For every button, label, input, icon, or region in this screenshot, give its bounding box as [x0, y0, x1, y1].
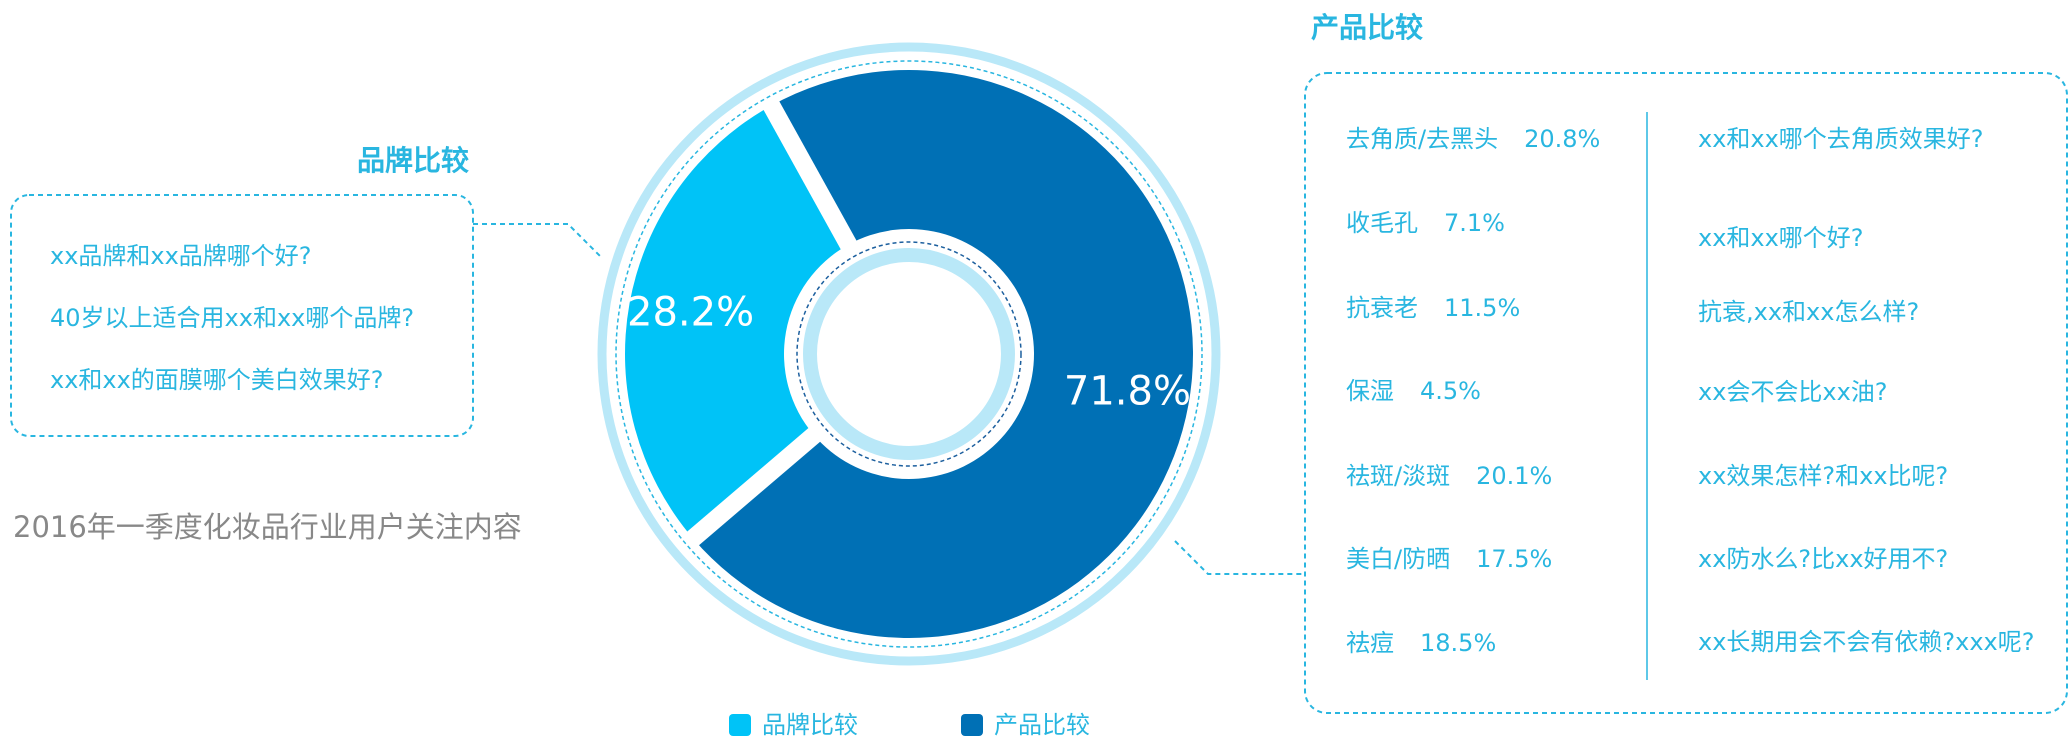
product-question: 抗衰,xx和xx怎么样? — [1698, 298, 1919, 326]
item-share: 20.8% — [1524, 125, 1600, 153]
item-label: 收毛孔 — [1346, 209, 1418, 237]
product-question: xx防水么?比xx好用不? — [1698, 545, 1948, 573]
product-question: xx效果怎样?和xx比呢? — [1698, 462, 1948, 490]
item-label: 美白/防晒 — [1346, 545, 1450, 573]
brand-question: 40岁以上适合用xx和xx哪个品牌? — [50, 304, 414, 332]
brand-box — [10, 194, 474, 437]
brand-title: 品牌比较 — [357, 144, 469, 177]
donut-slice — [693, 70, 1193, 639]
inner-dash — [796, 241, 1022, 467]
inner-ring — [803, 248, 1015, 460]
description: 2016年一季度化妆品行业用户关注内容 — [13, 510, 522, 544]
outer-dash — [615, 60, 1203, 648]
legend-swatch — [729, 714, 751, 736]
legend-label: 产品比较 — [994, 711, 1090, 738]
item-label: 去角质/去黑头 — [1346, 125, 1498, 153]
brand-question: xx品牌和xx品牌哪个好? — [50, 242, 312, 270]
item-label: 抗衰老 — [1346, 294, 1418, 322]
connector — [1174, 540, 1305, 575]
item-share: 20.1% — [1476, 462, 1552, 490]
item-share: 11.5% — [1444, 294, 1520, 322]
legend-swatch — [961, 714, 983, 736]
item-share: 17.5% — [1476, 545, 1552, 573]
item-share: 4.5% — [1420, 377, 1481, 405]
data-label: 28.2% — [627, 289, 754, 335]
item-label: 祛痘 — [1346, 629, 1394, 657]
product-question: xx会不会比xx油? — [1698, 378, 1888, 406]
item-label: 保湿 — [1346, 377, 1394, 405]
product-question: xx和xx哪个好? — [1698, 224, 1864, 252]
item-share: 18.5% — [1420, 629, 1496, 657]
donut — [624, 70, 1193, 639]
donut-slice — [624, 105, 849, 539]
data-label: 71.8% — [1064, 369, 1191, 415]
connector — [473, 223, 602, 258]
product-box — [1304, 72, 2068, 714]
product-question: xx和xx哪个去角质效果好? — [1698, 125, 1984, 153]
product-title: 产品比较 — [1311, 11, 1423, 44]
item-share: 7.1% — [1444, 209, 1505, 237]
item-label: 祛斑/淡斑 — [1346, 462, 1450, 490]
slice-gap — [762, 99, 858, 251]
brand-question: xx和xx的面膜哪个美白效果好? — [50, 366, 384, 394]
outer-ring — [597, 42, 1221, 666]
legend-label: 品牌比较 — [762, 711, 858, 738]
product-question: xx长期用会不会有依赖?xxx呢? — [1698, 628, 2035, 656]
slice-gap — [685, 427, 822, 547]
